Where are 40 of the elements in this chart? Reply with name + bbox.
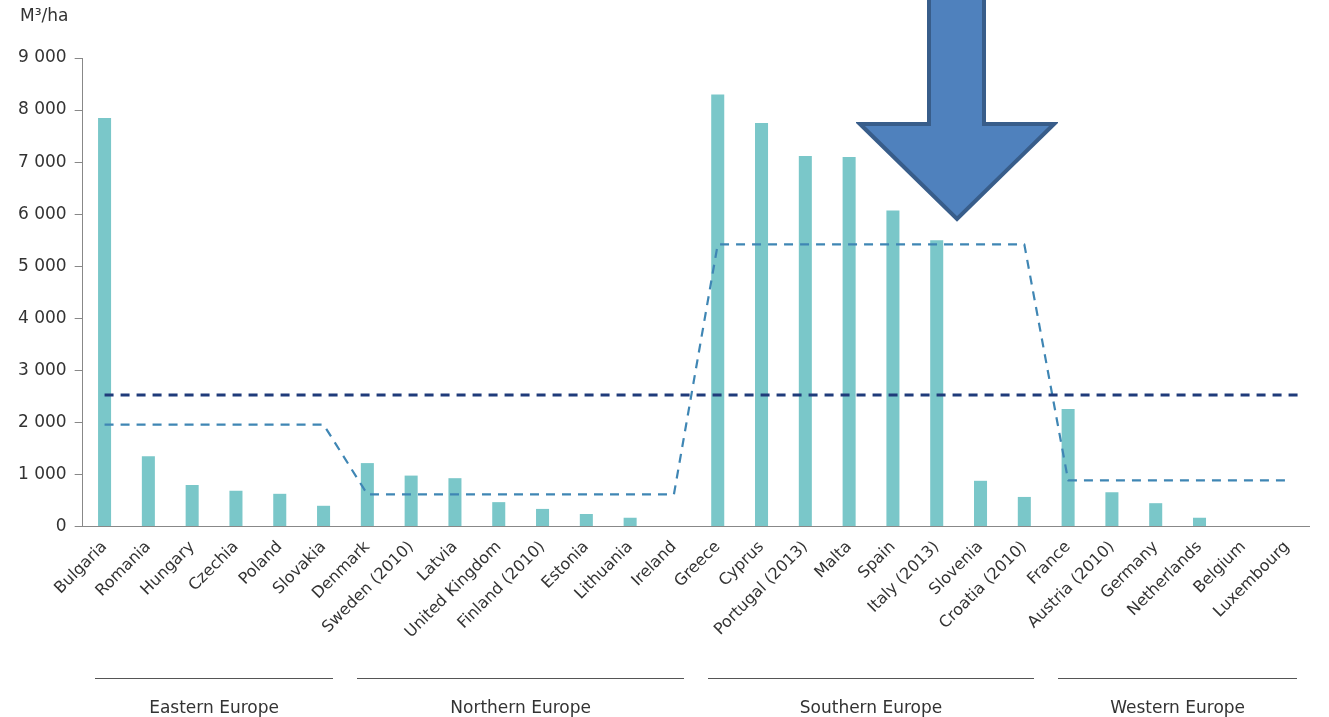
y-tick-label: 6 000 <box>18 202 67 223</box>
bar <box>842 156 856 527</box>
bar <box>623 517 637 527</box>
text: Western Europe <box>1058 678 1297 717</box>
bar <box>404 475 418 527</box>
y-tick-label: 7 000 <box>18 150 67 171</box>
y-tick-label: 8 000 <box>18 98 67 119</box>
y-tick-label: 0 <box>55 515 67 536</box>
text: Northern Europe <box>357 678 684 717</box>
bar <box>755 123 769 527</box>
bar <box>492 502 506 527</box>
bar <box>360 463 374 527</box>
bar <box>1105 492 1119 527</box>
bar <box>798 155 812 527</box>
bar <box>536 508 550 527</box>
bar <box>930 240 944 527</box>
y-axis-title: M³/ha <box>20 4 69 25</box>
text: Eastern Europe <box>94 678 334 717</box>
bar <box>1149 503 1163 527</box>
bar <box>974 480 988 527</box>
bar <box>579 514 593 527</box>
y-tick-label: 5 000 <box>18 254 67 275</box>
bar <box>229 490 243 527</box>
bar <box>317 505 331 527</box>
bar <box>711 94 725 527</box>
y-tick-label: 4 000 <box>18 306 67 327</box>
bar <box>448 478 462 527</box>
bar <box>98 117 112 527</box>
bar <box>1192 517 1207 527</box>
bar <box>1061 408 1075 527</box>
y-tick-label: 9 000 <box>18 46 67 67</box>
y-tick-label: 2 000 <box>18 410 67 431</box>
bar <box>273 493 287 527</box>
y-tick-label: 1 000 <box>18 462 67 483</box>
text: Southern Europe <box>707 678 1035 717</box>
bar <box>886 210 900 527</box>
bar <box>141 456 155 527</box>
y-tick-label: 3 000 <box>18 358 67 379</box>
bar <box>185 484 199 527</box>
bar <box>1017 496 1031 527</box>
